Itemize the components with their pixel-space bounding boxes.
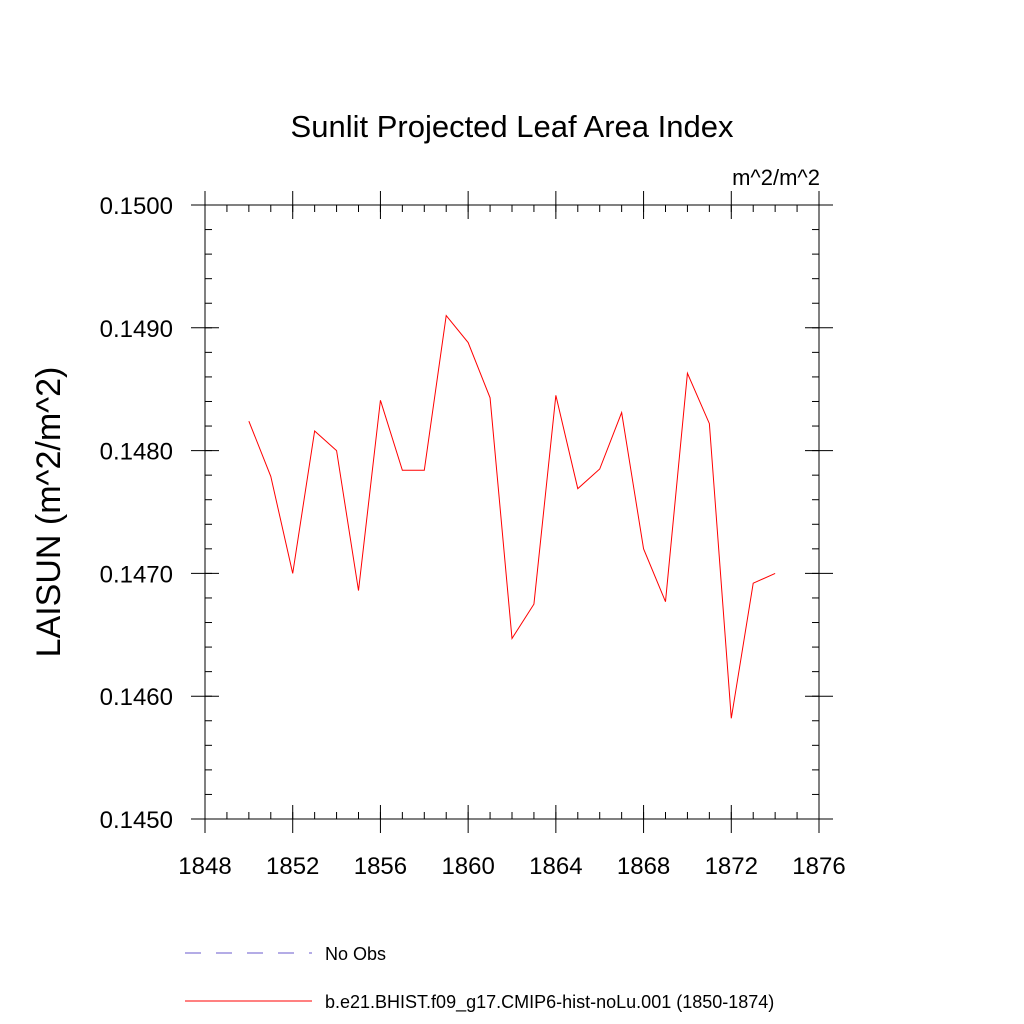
x-tick-label: 1856 [354, 853, 407, 880]
legend-label: No Obs [325, 944, 386, 964]
legend: No Obs b.e21.BHIST.f09_g17.CMIP6-hist-noL… [185, 944, 774, 1013]
y-tick-label: 0.1490 [100, 316, 173, 343]
series-group [248, 314, 776, 719]
y-axis-label: LAISUN (m^2/m^2) [30, 367, 68, 658]
x-tick-label: 1860 [441, 853, 494, 880]
y-tick-label: 0.1450 [100, 807, 173, 834]
x-tick-label: 1872 [705, 853, 758, 880]
x-tick-label: 1848 [178, 853, 231, 880]
x-tick-label: 1868 [617, 853, 670, 880]
legend-label: b.e21.BHIST.f09_g17.CMIP6-hist-noLu.001 … [325, 992, 774, 1013]
plot-frame [204, 204, 820, 820]
y-tick-label: 0.1470 [100, 561, 173, 588]
minor-ticks [204, 204, 820, 820]
x-tick-label: 1864 [529, 853, 582, 880]
x-tick-labels: 1848 1852 1856 1860 1864 1868 1872 1876 [178, 853, 845, 880]
x-tick-label: 1852 [266, 853, 319, 880]
major-ticks [191, 191, 833, 833]
y-tick-label: 0.1500 [100, 193, 173, 220]
x-tick-label: 1876 [792, 853, 845, 880]
y-tick-labels: 0.1450 0.1460 0.1470 0.1480 0.1490 0.1500 [100, 193, 173, 834]
series-line [248, 314, 776, 719]
y-tick-label: 0.1480 [100, 439, 173, 466]
units-label: m^2/m^2 [732, 165, 820, 190]
y-tick-label: 0.1460 [100, 684, 173, 711]
chart-title: Sunlit Projected Leaf Area Index [291, 109, 734, 144]
